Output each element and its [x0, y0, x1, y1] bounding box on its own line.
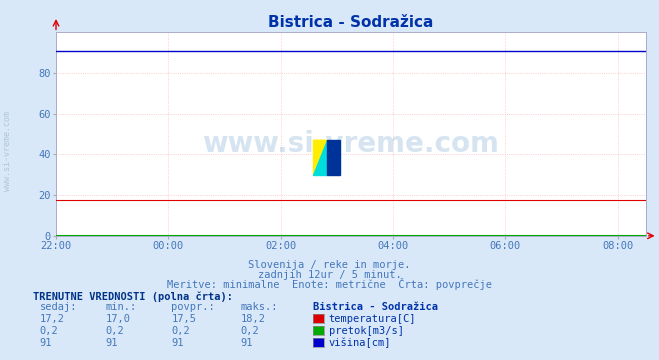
- Text: 91: 91: [241, 338, 253, 348]
- Text: višina[cm]: višina[cm]: [329, 338, 391, 348]
- Text: 91: 91: [105, 338, 118, 348]
- Text: povpr.:: povpr.:: [171, 302, 215, 312]
- Text: 0,2: 0,2: [241, 326, 259, 336]
- Text: 91: 91: [40, 338, 52, 348]
- Text: TRENUTNE VREDNOSTI (polna črta):: TRENUTNE VREDNOSTI (polna črta):: [33, 291, 233, 302]
- Text: 17,2: 17,2: [40, 314, 65, 324]
- Polygon shape: [314, 140, 327, 175]
- Title: Bistrica - Sodražica: Bistrica - Sodražica: [268, 15, 434, 30]
- Text: maks.:: maks.:: [241, 302, 278, 312]
- Text: temperatura[C]: temperatura[C]: [329, 314, 416, 324]
- Text: Bistrica - Sodražica: Bistrica - Sodražica: [313, 302, 438, 312]
- Text: 0,2: 0,2: [40, 326, 58, 336]
- Text: Slovenija / reke in morje.: Slovenija / reke in morje.: [248, 260, 411, 270]
- Text: 0,2: 0,2: [105, 326, 124, 336]
- Text: www.si-vreme.com: www.si-vreme.com: [3, 111, 13, 191]
- Polygon shape: [314, 140, 327, 175]
- Polygon shape: [327, 140, 340, 175]
- Text: 17,5: 17,5: [171, 314, 196, 324]
- Text: pretok[m3/s]: pretok[m3/s]: [329, 326, 404, 336]
- Text: Meritve: minimalne  Enote: metrične  Črta: povprečje: Meritve: minimalne Enote: metrične Črta:…: [167, 278, 492, 290]
- Text: 0,2: 0,2: [171, 326, 190, 336]
- Text: zadnjih 12ur / 5 minut.: zadnjih 12ur / 5 minut.: [258, 270, 401, 280]
- Text: sedaj:: sedaj:: [40, 302, 77, 312]
- Text: www.si-vreme.com: www.si-vreme.com: [202, 130, 500, 158]
- Text: min.:: min.:: [105, 302, 136, 312]
- Text: 18,2: 18,2: [241, 314, 266, 324]
- Text: 17,0: 17,0: [105, 314, 130, 324]
- Text: 91: 91: [171, 338, 184, 348]
